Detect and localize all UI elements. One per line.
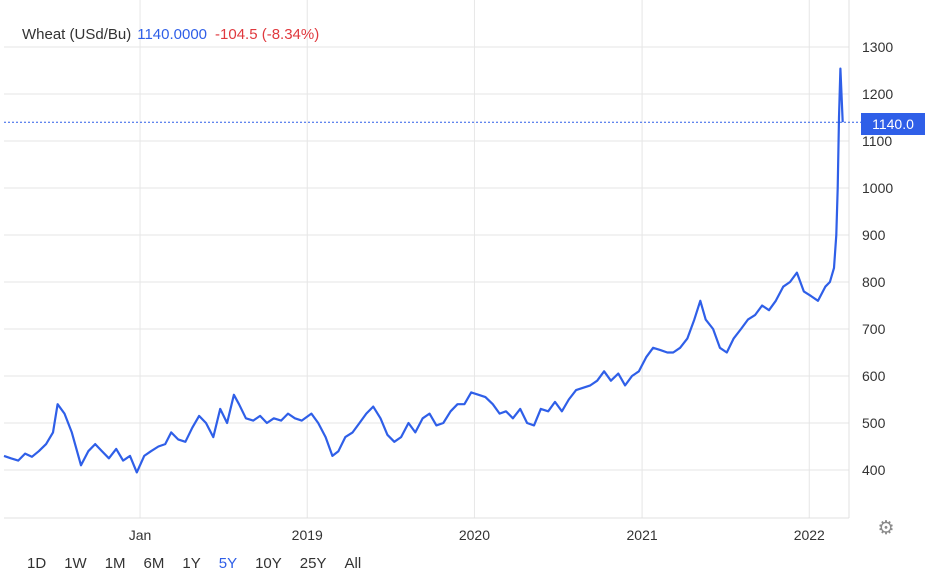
- x-tick-label: 2022: [794, 527, 825, 543]
- range-button-10y[interactable]: 10Y: [255, 555, 282, 572]
- x-axis: Jan 2019 2020 2021 2022: [129, 527, 825, 543]
- range-button-1w[interactable]: 1W: [64, 555, 87, 572]
- x-tick-label: 2019: [292, 527, 323, 543]
- range-button-25y[interactable]: 25Y: [299, 555, 327, 572]
- y-tick-label: 1200: [862, 86, 893, 102]
- chart-legend: Wheat (USd/Bu) 1140.0000 -104.5 (-8.34%): [22, 26, 319, 43]
- range-button-1d[interactable]: 1D: [27, 555, 47, 572]
- y-tick-label: 1100: [862, 133, 892, 149]
- legend-last-price: 1140.0000: [137, 26, 208, 43]
- range-button-all[interactable]: All: [344, 555, 362, 572]
- y-tick-label: 1300: [862, 39, 893, 55]
- y-tick-label: 800: [862, 274, 886, 290]
- range-button-1m[interactable]: 1M: [104, 555, 126, 572]
- legend-instrument-name: Wheat (USd/Bu): [22, 26, 132, 43]
- chart-grid: [4, 0, 849, 518]
- y-axis: 400 500 600 700 800 900 1000 1100 1200 1300: [862, 39, 893, 478]
- wheat-price-line[interactable]: [3, 67, 844, 474]
- y-tick-label: 1000: [862, 180, 893, 196]
- y-tick-label: 600: [862, 368, 886, 384]
- range-button-1y[interactable]: 1Y: [182, 555, 201, 572]
- y-tick-label: 500: [862, 415, 886, 431]
- time-range-selector: 1D 1W 1M 6M 1Y 5Y 10Y 25Y All: [18, 555, 370, 572]
- x-tick-label: 2021: [627, 527, 658, 543]
- legend-price-change: -104.5 (-8.34%): [215, 26, 320, 43]
- y-tick-label: 900: [862, 227, 886, 243]
- x-tick-label: Jan: [129, 527, 152, 543]
- y-tick-label: 700: [862, 321, 886, 337]
- range-button-6m[interactable]: 6M: [143, 555, 165, 572]
- x-tick-label: 2020: [459, 527, 490, 543]
- y-tick-label: 400: [862, 462, 886, 478]
- gear-icon[interactable]: ⚙: [877, 518, 895, 539]
- range-button-5y[interactable]: 5Y: [218, 555, 238, 572]
- last-price-badge: 1140.0: [861, 113, 925, 135]
